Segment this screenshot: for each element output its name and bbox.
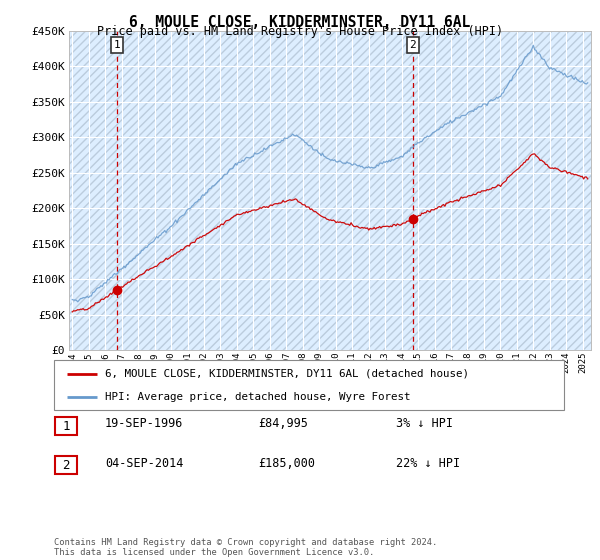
Text: 2: 2: [62, 459, 70, 472]
Text: 04-SEP-2014: 04-SEP-2014: [105, 456, 184, 470]
Text: HPI: Average price, detached house, Wyre Forest: HPI: Average price, detached house, Wyre…: [105, 392, 410, 402]
FancyBboxPatch shape: [55, 456, 77, 474]
Text: 6, MOULE CLOSE, KIDDERMINSTER, DY11 6AL (detached house): 6, MOULE CLOSE, KIDDERMINSTER, DY11 6AL …: [105, 368, 469, 379]
Text: 6, MOULE CLOSE, KIDDERMINSTER, DY11 6AL: 6, MOULE CLOSE, KIDDERMINSTER, DY11 6AL: [130, 15, 470, 30]
Text: 19-SEP-1996: 19-SEP-1996: [105, 417, 184, 431]
Text: Contains HM Land Registry data © Crown copyright and database right 2024.
This d: Contains HM Land Registry data © Crown c…: [54, 538, 437, 557]
Text: 22% ↓ HPI: 22% ↓ HPI: [396, 456, 460, 470]
FancyBboxPatch shape: [55, 417, 77, 435]
Text: £185,000: £185,000: [258, 456, 315, 470]
Text: 1: 1: [114, 40, 121, 50]
FancyBboxPatch shape: [54, 360, 564, 410]
Text: £84,995: £84,995: [258, 417, 308, 431]
Text: 3% ↓ HPI: 3% ↓ HPI: [396, 417, 453, 431]
Text: Price paid vs. HM Land Registry's House Price Index (HPI): Price paid vs. HM Land Registry's House …: [97, 25, 503, 38]
Text: 2: 2: [409, 40, 416, 50]
Text: 1: 1: [62, 419, 70, 433]
